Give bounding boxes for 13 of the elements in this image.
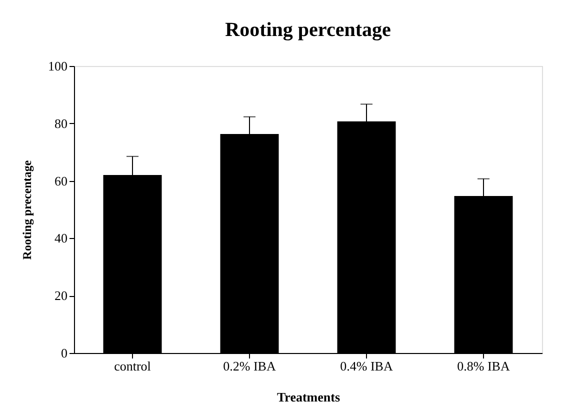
x-tick-label: 0.4% IBA	[340, 358, 394, 374]
x-tick-label: 0.2% IBA	[223, 358, 276, 374]
y-tick-label: 60	[54, 173, 68, 188]
x-tick-label: control	[114, 358, 152, 374]
y-tick-label: 0	[61, 346, 68, 360]
y-axis-title: Rooting precentage	[20, 160, 34, 260]
y-tick-label: 80	[54, 116, 68, 131]
x-tick-label: 0.8% IBA	[457, 358, 510, 374]
y-tick-label: 40	[54, 230, 68, 246]
x-axis-title: Treatments	[276, 390, 340, 404]
chart-title: Rooting percentage	[225, 19, 391, 41]
y-tick-label: 100	[48, 58, 68, 74]
y-tick-label: 20	[54, 288, 68, 304]
